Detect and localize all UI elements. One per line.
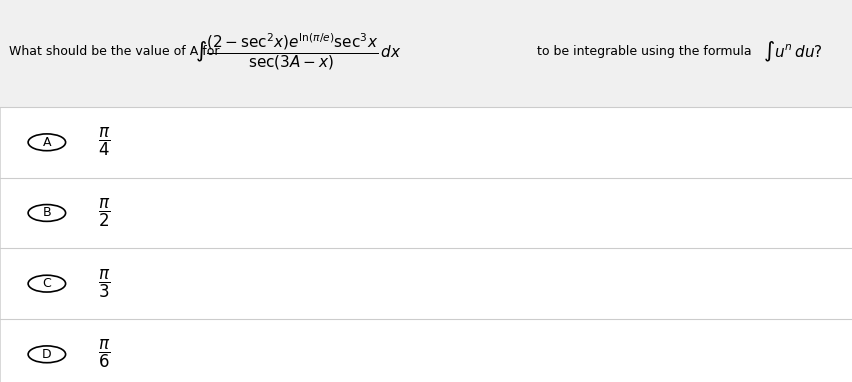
Text: $\dfrac{\pi}{4}$: $\dfrac{\pi}{4}$ bbox=[98, 126, 111, 159]
Text: C: C bbox=[43, 277, 51, 290]
Text: D: D bbox=[42, 348, 52, 361]
Text: to be integrable using the formula: to be integrable using the formula bbox=[537, 45, 751, 58]
Text: $\dfrac{\pi}{6}$: $\dfrac{\pi}{6}$ bbox=[98, 338, 111, 371]
Text: A: A bbox=[43, 136, 51, 149]
FancyBboxPatch shape bbox=[0, 107, 852, 382]
Text: $\int \dfrac{\left(2-\sec^2\!x\right)e^{\ln(\pi/e)}\sec^3\!x}{\sec(3A-x)}\,dx$: $\int \dfrac{\left(2-\sec^2\!x\right)e^{… bbox=[195, 31, 401, 72]
Text: B: B bbox=[43, 206, 51, 220]
Text: $\dfrac{\pi}{3}$: $\dfrac{\pi}{3}$ bbox=[98, 267, 111, 300]
Text: $\int u^n\,du$?: $\int u^n\,du$? bbox=[763, 39, 822, 64]
FancyBboxPatch shape bbox=[0, 0, 852, 107]
Text: $\dfrac{\pi}{2}$: $\dfrac{\pi}{2}$ bbox=[98, 197, 111, 229]
Text: What should be the value of A for: What should be the value of A for bbox=[9, 45, 219, 58]
